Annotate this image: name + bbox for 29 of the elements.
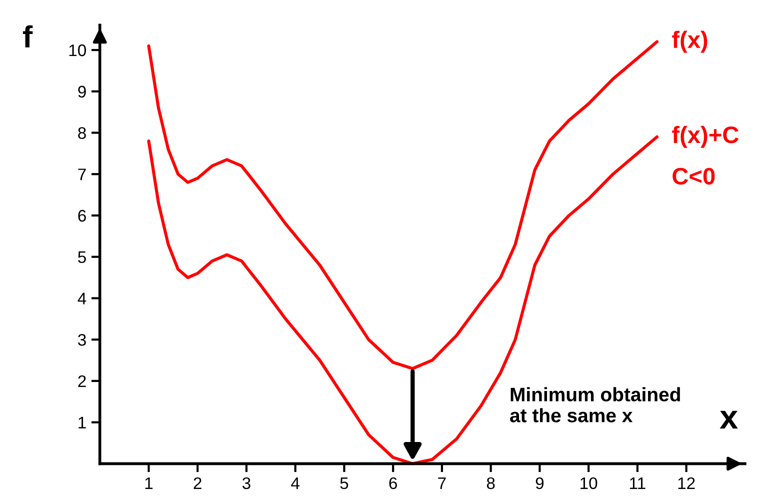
y-tick-label: 10: [69, 44, 86, 56]
x-tick-label: 2: [194, 477, 202, 489]
x-tick-label: 11: [630, 477, 646, 489]
y-tick-label: 1: [78, 416, 86, 428]
y-tick-label: 9: [78, 86, 86, 98]
y-tick-label: 2: [78, 375, 86, 387]
x-tick-label: 12: [678, 477, 695, 489]
series-label: f(x): [672, 30, 708, 53]
y-tick-label: 3: [78, 334, 86, 346]
x-tick-label: 6: [389, 477, 397, 490]
x-tick-label: 5: [340, 477, 348, 490]
y-tick-label: 5: [78, 251, 86, 264]
x-tick-label: 8: [486, 477, 495, 490]
x-tick-label: 7: [438, 477, 446, 489]
y-tick-label: 6: [78, 210, 86, 222]
x-tick-label: 9: [536, 477, 544, 490]
x-tick-label: 4: [291, 477, 300, 489]
x-tick-label: 1: [145, 477, 153, 489]
y-tick-label: 8: [78, 127, 86, 139]
annotation: C<0: [672, 168, 715, 185]
x-tick-label: 3: [242, 477, 250, 490]
x-axis-title: x: [720, 410, 738, 428]
series-label: f(x)+C: [672, 126, 739, 148]
y-tick-label: 7: [78, 168, 86, 180]
x-tick-label: 10: [580, 477, 598, 490]
annotation: Minimum obtained at the same x: [510, 387, 680, 422]
line-series: [147, 40, 659, 370]
y-axis-title: f: [22, 25, 33, 48]
y-tick-label: 4: [78, 292, 86, 304]
